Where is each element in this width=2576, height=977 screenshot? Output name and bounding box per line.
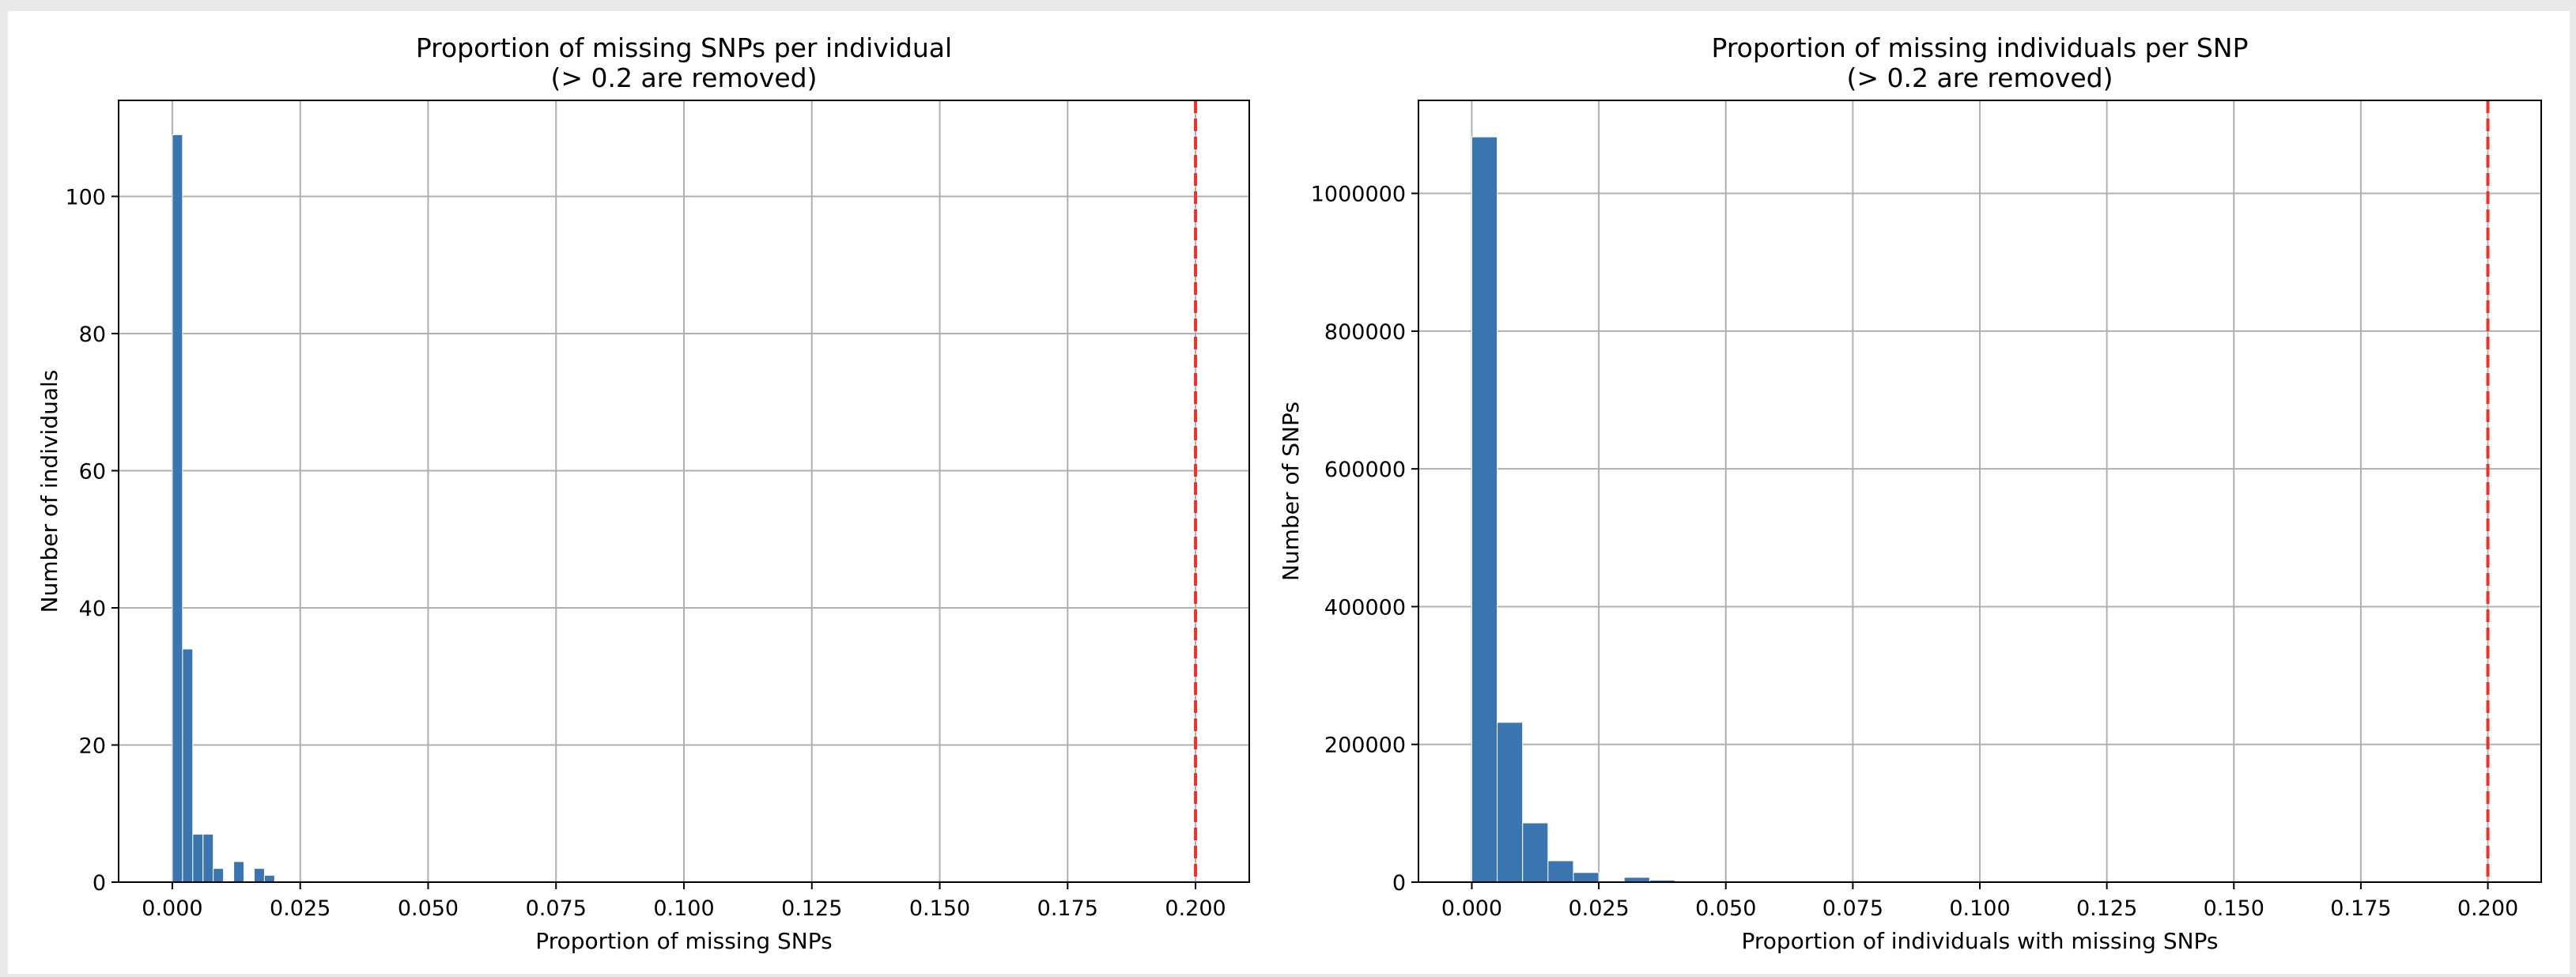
x-tick-label: 0.075 [526,896,587,921]
x-axis-ticks: 0.000 0.025 0.050 0.075 0.100 0.125 0.150 0.175… [142,882,1226,921]
y-tick-label: 100 [65,185,106,209]
histogram-bar [213,868,225,883]
histogram-bar [233,861,245,883]
x-tick-label: 0.000 [1441,896,1502,921]
x-tick-label: 0.150 [2204,896,2264,921]
histogram-missing-snps-per-individual: 0.000 0.025 0.050 0.075 0.100 0.125 0.150 0.175… [36,32,1250,954]
x-axis-label: Proportion of individuals with missing S… [1741,928,2218,954]
chart-subtitle: (> 0.2 are removed) [1847,62,2113,93]
x-tick-label: 0.050 [1695,896,1756,921]
y-axis-ticks: 0 20 40 60 80 100 [65,185,119,896]
histogram-bar [1497,722,1524,883]
x-tick-label: 0.075 [1822,896,1883,921]
y-tick-label: 200000 [1324,734,1406,758]
histogram-missing-individuals-per-snp: 0.000 0.025 0.050 0.075 0.100 0.125 0.150 0.175… [1278,32,2542,954]
y-axis-label: Number of individuals [36,370,62,613]
x-axis-ticks: 0.000 0.025 0.050 0.075 0.100 0.125 0.150 0.175… [1441,882,2518,921]
y-tick-label: 0 [1392,871,1406,896]
histogram-bar [1573,872,1600,883]
y-tick-label: 60 [79,459,106,484]
x-tick-label: 0.125 [2076,896,2137,921]
y-tick-label: 1000000 [1311,183,1406,207]
y-tick-label: 0 [93,871,106,896]
x-tick-label: 0.025 [1568,896,1629,921]
chart-subtitle: (> 0.2 are removed) [551,62,818,93]
x-tick-label: 0.200 [2457,896,2518,921]
chart-title: Proportion of missing SNPs per individua… [416,32,952,63]
y-tick-label: 40 [79,597,106,621]
x-tick-label: 0.200 [1165,896,1226,921]
y-tick-label: 600000 [1324,458,1406,482]
x-tick-label: 0.150 [909,896,970,921]
histogram-bar [1471,136,1498,883]
histogram-bar [192,833,204,883]
chart-title: Proportion of missing individuals per SN… [1712,32,2249,63]
x-tick-label: 0.100 [653,896,714,921]
histogram-bar [263,874,275,883]
figure-svg: 0.000 0.025 0.050 0.075 0.100 0.125 0.150 0.175… [8,11,2570,974]
histogram-bar [253,868,265,883]
y-tick-label: 80 [79,323,106,347]
x-tick-label: 0.125 [781,896,842,921]
x-axis-label: Proportion of missing SNPs [535,928,832,954]
y-axis-ticks: 0 200000 400000 600000 800000 1000000 [1311,183,1418,896]
figure-canvas: 0.000 0.025 0.050 0.075 0.100 0.125 0.150 0.175… [8,11,2570,974]
x-tick-label: 0.175 [1037,896,1098,921]
y-tick-label: 800000 [1324,320,1406,345]
histogram-bar [1522,822,1549,883]
y-tick-label: 20 [79,734,106,758]
histogram-bar [172,134,183,883]
bars [172,134,275,883]
x-tick-label: 0.025 [270,896,330,921]
histogram-bar [182,648,194,883]
y-tick-label: 400000 [1324,595,1406,620]
y-axis-label: Number of SNPs [1278,402,1304,581]
x-tick-label: 0.175 [2330,896,2391,921]
histogram-bar [1547,860,1574,883]
histogram-bar [202,833,214,883]
x-tick-label: 0.000 [142,896,202,921]
x-tick-label: 0.050 [398,896,459,921]
x-tick-label: 0.100 [1949,896,2010,921]
